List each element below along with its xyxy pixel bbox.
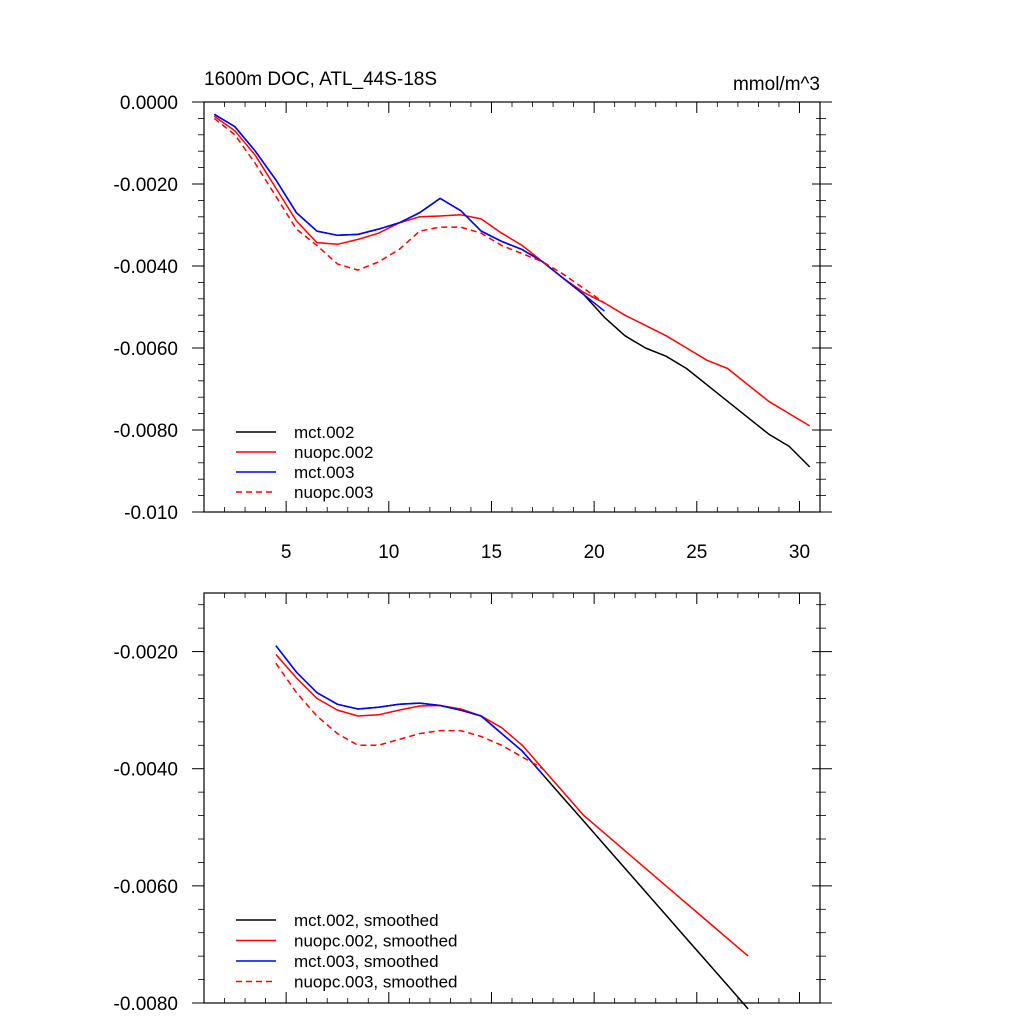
top-legend-label-nuopc-002: nuopc.002 xyxy=(294,443,373,462)
top-y-tick-label: -0.010 xyxy=(124,503,178,524)
top-x-tick-label: 30 xyxy=(789,542,810,563)
top-chart-title: 1600m DOC, ATL_44S-18S xyxy=(204,69,437,90)
bottom-series-line-nuopc-003-smoothed xyxy=(275,662,544,770)
top-x-tick-label: 10 xyxy=(378,542,399,563)
bottom-y-tick-label: -0.0040 xyxy=(114,760,178,781)
top-x-tick-label: 20 xyxy=(584,542,605,563)
top-y-tick-label: 0.0000 xyxy=(120,93,178,114)
top-y-tick-label: -0.0080 xyxy=(114,421,178,442)
top-y-tick-label: -0.0060 xyxy=(114,339,178,360)
top-series-line-nuopc-002 xyxy=(213,115,811,427)
top-legend-label-mct-002: mct.002 xyxy=(294,423,354,442)
top-series-line-mct-002 xyxy=(213,113,811,468)
top-x-tick-label: 25 xyxy=(686,542,707,563)
bottom-y-tick-label: -0.0060 xyxy=(114,877,178,898)
bottom-series-line-nuopc-002-smoothed xyxy=(275,654,749,957)
top-x-tick-label: 5 xyxy=(281,542,292,563)
top-plot-panel: 5 10 15 20 25 30 0.0000 -0.0020 -0.0040 -0.0060 -0… xyxy=(114,69,832,563)
top-legend-label-mct-003: mct.003 xyxy=(294,463,354,482)
top-x-tick-label: 15 xyxy=(481,542,502,563)
top-series-line-mct-003 xyxy=(213,113,605,312)
bottom-legend-label-nuopc-003-smoothed: nuopc.003, smoothed xyxy=(294,973,458,992)
top-legend-label-nuopc-003: nuopc.003 xyxy=(294,483,373,502)
bottom-plot-panel: -0.0020 -0.0040 -0.0060 -0.0080 mct.002, smo… xyxy=(114,592,832,1015)
bottom-series-line-mct-003-smoothed xyxy=(275,645,544,776)
bottom-legend-label-mct-002-smoothed: mct.002, smoothed xyxy=(294,911,439,930)
bottom-y-tick-label: -0.0080 xyxy=(114,994,178,1015)
bottom-y-tick-label: -0.0020 xyxy=(114,643,178,664)
bottom-legend-label-nuopc-002-smoothed: nuopc.002, smoothed xyxy=(294,932,458,951)
top-units-label: mmol/m^3 xyxy=(733,74,820,95)
top-series-line-nuopc-003 xyxy=(213,117,605,304)
top-y-tick-label: -0.0020 xyxy=(114,175,178,196)
top-y-tick-label: -0.0040 xyxy=(114,257,178,278)
bottom-legend-label-mct-003-smoothed: mct.003, smoothed xyxy=(294,952,439,971)
